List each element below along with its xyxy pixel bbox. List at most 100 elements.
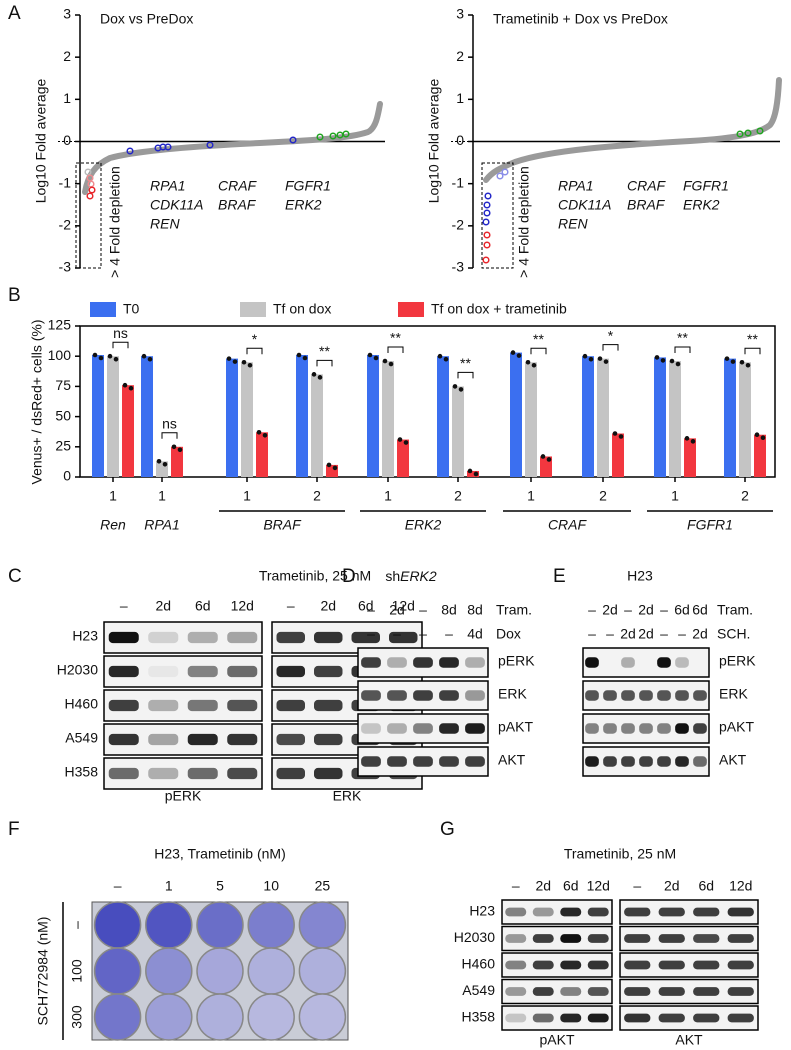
replicate-dot	[467, 468, 473, 474]
blot-band	[314, 767, 343, 780]
blot-band	[727, 1013, 754, 1023]
highlight-dot	[289, 136, 297, 144]
column-label: –	[512, 878, 520, 894]
depletion-label: > 4 Fold depletion	[516, 166, 532, 278]
highlight-dot	[88, 186, 96, 194]
blot-band	[587, 907, 609, 917]
plot-frame	[79, 325, 776, 478]
bar	[654, 357, 666, 477]
blot-band	[727, 987, 754, 996]
blot-band	[624, 960, 651, 970]
replicate-dot	[232, 359, 238, 364]
highlight-dot	[206, 141, 214, 149]
significance-label: ns	[113, 325, 128, 341]
blot-band	[187, 631, 218, 644]
blot-band	[361, 657, 381, 668]
y-tick-label: 75	[55, 377, 71, 393]
replicate-dot	[397, 437, 403, 442]
condition-value: –	[445, 626, 453, 642]
replicate-dot	[540, 454, 546, 459]
y-tick-label: 0	[63, 468, 71, 484]
significance-bracket	[602, 344, 619, 351]
condition-value: –	[588, 626, 596, 642]
significance-bracket	[316, 359, 333, 367]
blot-band	[148, 631, 179, 644]
gene-label: BRAF	[627, 197, 666, 213]
blot-band	[624, 1013, 651, 1023]
y-tick-label: 100	[48, 347, 72, 363]
well	[196, 947, 244, 995]
column-label: 6d	[358, 598, 374, 614]
bar	[122, 385, 134, 477]
significance-label: *	[608, 327, 614, 343]
y-tick-label: 2	[456, 48, 464, 64]
blot-band	[108, 665, 139, 678]
blot-band	[675, 756, 689, 767]
depletion-label: > 4 Fold depletion	[107, 166, 123, 278]
well	[93, 901, 142, 949]
replicate-dot	[516, 353, 522, 358]
significance-bracket	[457, 371, 474, 379]
blot-band	[693, 960, 720, 970]
blot-band	[658, 1013, 685, 1023]
highlight-dot	[164, 143, 172, 151]
blot-band	[108, 767, 139, 780]
blot-band	[585, 657, 599, 668]
condition-label: Dox	[496, 626, 521, 642]
bar	[226, 358, 238, 477]
significance-bracket	[112, 341, 129, 349]
replicate-dot	[162, 461, 168, 467]
x-tick-label: 1	[243, 488, 251, 504]
bar	[669, 361, 681, 477]
column-label: 2d	[664, 878, 680, 894]
significance-bracket	[387, 346, 404, 354]
blot	[357, 680, 489, 711]
group-label: BRAF	[263, 517, 302, 533]
blot-band	[658, 934, 685, 943]
replicate-dot	[588, 356, 594, 362]
gene-label: ERK2	[683, 197, 720, 213]
blot-band	[387, 756, 407, 767]
column-label: 12d	[587, 878, 610, 894]
replicate-dot	[754, 432, 760, 438]
gene-label: REN	[150, 216, 180, 232]
replicate-dot	[226, 356, 232, 361]
blot-label: AKT	[719, 752, 747, 768]
replicate-dot	[296, 352, 302, 358]
group-label: ERK2	[405, 517, 442, 533]
condition-value: –	[660, 626, 668, 642]
column-label: –	[633, 878, 641, 894]
gene-label: CDK11A	[558, 197, 611, 213]
well	[247, 901, 295, 949]
condition-value: 6d	[692, 602, 708, 618]
significance-bracket	[246, 347, 263, 355]
y-tick-label: -2	[452, 217, 465, 233]
bar	[597, 358, 609, 477]
x-tick-label: 1	[158, 488, 166, 504]
row-label: –	[69, 921, 85, 929]
bar	[612, 433, 624, 477]
blot-label: ERK	[498, 686, 527, 702]
blot-label: ERK	[719, 686, 748, 702]
row-label: H23	[469, 903, 495, 919]
blot-band	[603, 690, 617, 701]
well	[247, 993, 295, 1041]
blot-band	[187, 699, 218, 712]
blot-band	[532, 1013, 554, 1023]
replicate-dot	[603, 359, 609, 364]
well	[196, 993, 244, 1041]
highlight-dot	[342, 130, 350, 138]
blot-band	[639, 756, 653, 767]
blot-band	[624, 987, 651, 996]
bar	[510, 352, 522, 477]
replicate-dot	[745, 362, 751, 368]
bar	[92, 354, 104, 477]
row-label: H460	[462, 956, 496, 972]
condition-value: 2d	[692, 626, 708, 642]
replicate-dot	[531, 362, 537, 368]
y-tick-label: -2	[59, 217, 72, 233]
column-label: –	[120, 598, 128, 614]
blot-band	[675, 723, 689, 734]
blot-band	[387, 690, 407, 701]
well	[93, 947, 142, 995]
